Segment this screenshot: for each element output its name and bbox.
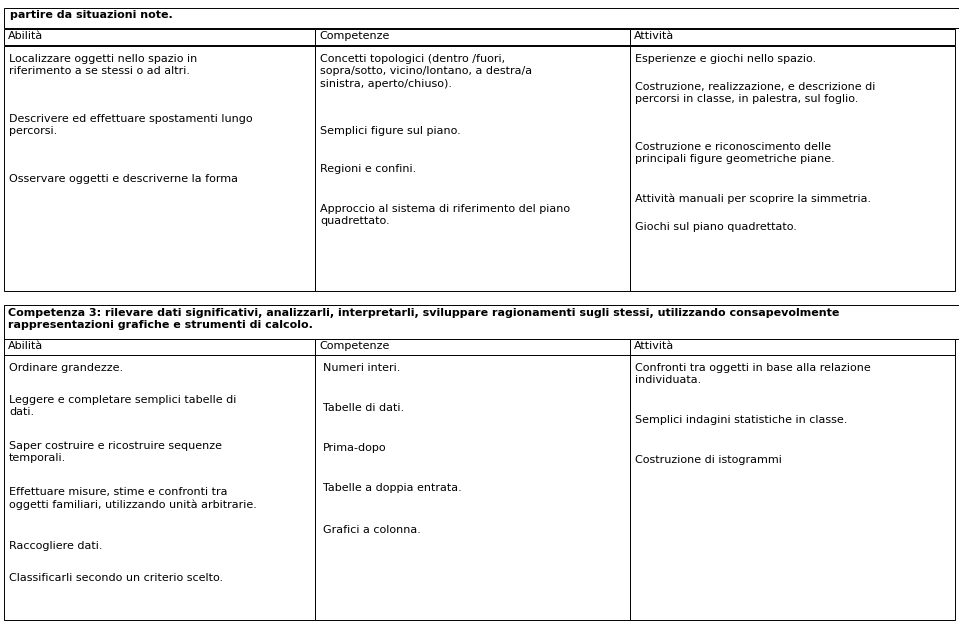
- Bar: [4, 8, 959, 28]
- Bar: [630, 339, 955, 355]
- Bar: [315, 46, 630, 291]
- Text: Attività: Attività: [634, 341, 674, 351]
- Text: Localizzare oggetti nello spazio in
riferimento a se stessi o ad altri.: Localizzare oggetti nello spazio in rife…: [9, 54, 198, 76]
- Text: Concetti topologici (dentro /fuori,
sopra/sotto, vicino/lontano, a destra/a
sini: Concetti topologici (dentro /fuori, sopr…: [320, 54, 532, 89]
- Text: Numeri interi.: Numeri interi.: [323, 363, 400, 373]
- Text: Classificarli secondo un criterio scelto.: Classificarli secondo un criterio scelto…: [9, 573, 223, 583]
- Text: Giochi sul piano quadrettato.: Giochi sul piano quadrettato.: [635, 222, 797, 232]
- Text: Competenza 3: rilevare dati significativi, analizzarli, interpretarli, sviluppar: Competenza 3: rilevare dati significativ…: [8, 308, 839, 331]
- Text: Saper costruire e ricostruire sequenze
temporali.: Saper costruire e ricostruire sequenze t…: [9, 441, 222, 463]
- Bar: [315, 29, 630, 45]
- Text: Confronti tra oggetti in base alla relazione
individuata.: Confronti tra oggetti in base alla relaz…: [635, 363, 871, 386]
- Text: Descrivere ed effettuare spostamenti lungo
percorsi.: Descrivere ed effettuare spostamenti lun…: [9, 114, 252, 136]
- Text: Abilità: Abilità: [8, 31, 43, 41]
- Bar: [4, 355, 315, 620]
- Bar: [630, 29, 955, 45]
- Text: Competenze: Competenze: [319, 31, 389, 41]
- Text: Competenze: Competenze: [319, 341, 389, 351]
- Text: Approccio al sistema di riferimento del piano
quadrettato.: Approccio al sistema di riferimento del …: [320, 204, 570, 227]
- Bar: [4, 46, 315, 291]
- Text: Semplici figure sul piano.: Semplici figure sul piano.: [320, 126, 460, 136]
- Text: Leggere e completare semplici tabelle di
dati.: Leggere e completare semplici tabelle di…: [9, 395, 236, 418]
- Text: Attività manuali per scoprire la simmetria.: Attività manuali per scoprire la simmetr…: [635, 194, 871, 205]
- Text: Tabelle di dati.: Tabelle di dati.: [323, 403, 404, 413]
- Bar: [4, 339, 315, 355]
- Text: partire da situazioni note.: partire da situazioni note.: [10, 10, 173, 20]
- Bar: [315, 339, 630, 355]
- Bar: [315, 355, 630, 620]
- Text: Prima-dopo: Prima-dopo: [323, 443, 386, 453]
- Text: Tabelle a doppia entrata.: Tabelle a doppia entrata.: [323, 483, 461, 493]
- Bar: [4, 305, 959, 339]
- Bar: [630, 46, 955, 291]
- Text: Abilità: Abilità: [8, 341, 43, 351]
- Text: Esperienze e giochi nello spazio.: Esperienze e giochi nello spazio.: [635, 54, 816, 64]
- Text: Ordinare grandezze.: Ordinare grandezze.: [9, 363, 123, 373]
- Text: Costruzione e riconoscimento delle
principali figure geometriche piane.: Costruzione e riconoscimento delle princ…: [635, 142, 834, 165]
- Bar: [630, 355, 955, 620]
- Text: Osservare oggetti e descriverne la forma: Osservare oggetti e descriverne la forma: [9, 174, 238, 184]
- Text: Attività: Attività: [634, 31, 674, 41]
- Text: Costruzione, realizzazione, e descrizione di
percorsi in classe, in palestra, su: Costruzione, realizzazione, e descrizion…: [635, 82, 876, 105]
- Text: Raccogliere dati.: Raccogliere dati.: [9, 541, 103, 551]
- Text: Grafici a colonna.: Grafici a colonna.: [323, 525, 421, 535]
- Text: Costruzione di istogrammi: Costruzione di istogrammi: [635, 455, 782, 465]
- Text: Regioni e confini.: Regioni e confini.: [320, 164, 416, 174]
- Bar: [4, 29, 315, 45]
- Text: Semplici indagini statistiche in classe.: Semplici indagini statistiche in classe.: [635, 415, 848, 425]
- Text: Effettuare misure, stime e confronti tra
oggetti familiari, utilizzando unità ar: Effettuare misure, stime e confronti tra…: [9, 487, 257, 510]
